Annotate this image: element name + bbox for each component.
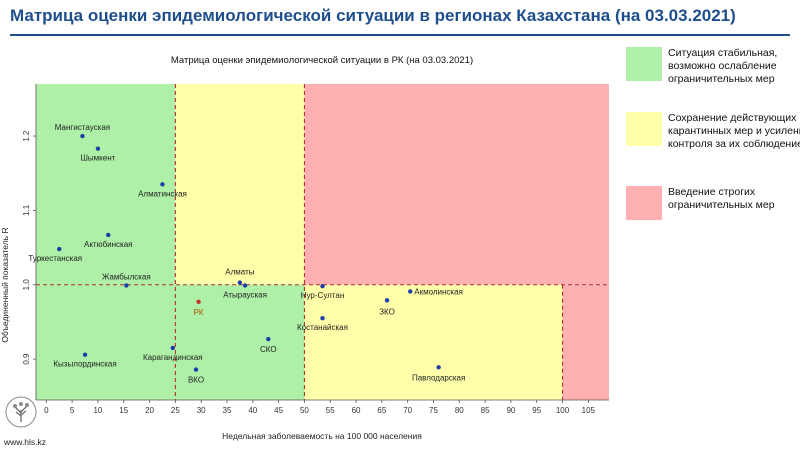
chart-area: Матрица оценки эпидемиологической ситуац… (0, 40, 615, 453)
x-tick-label: 70 (403, 406, 412, 415)
x-tick-label: 60 (352, 406, 361, 415)
zone-2 (304, 84, 609, 285)
data-point (242, 283, 248, 288)
data-point (196, 299, 201, 305)
data-point (82, 352, 88, 357)
points-layer: Мангистауская Шымкент Алматинская Актюбинск… (28, 123, 465, 384)
scatter-chart: Матрица оценки эпидемиологической ситуац… (0, 55, 609, 441)
y-tick-label: 1.0 (22, 279, 31, 291)
title-divider (10, 34, 790, 36)
x-tick-label: 100 (556, 406, 570, 415)
point-label: Жамбылская (102, 272, 151, 281)
x-tick-label: 35 (223, 406, 232, 415)
point-label: Алматинская (138, 189, 187, 198)
point-label: Карагандинская (143, 353, 203, 362)
point-label: Кызылординская (53, 360, 116, 369)
x-tick-label: 45 (274, 406, 283, 415)
x-tick-label: 80 (455, 406, 464, 415)
point-label: Атырауская (223, 290, 267, 299)
data-point (408, 289, 413, 294)
data-point (57, 246, 62, 252)
zone-0 (36, 84, 176, 285)
x-tick-label: 30 (197, 406, 206, 415)
data-point (436, 365, 441, 370)
zone-layer (36, 84, 609, 400)
y-axis-label: Объединенный показатель R (0, 227, 10, 342)
point-label: СКО (260, 345, 277, 354)
point-label: Актюбинская (84, 240, 133, 249)
x-tick-label: 25 (171, 406, 180, 415)
legend-text-strict: Введение строгих ограничительных мер (668, 186, 775, 211)
x-tick-label: 15 (119, 406, 128, 415)
data-point (237, 280, 243, 285)
data-point (80, 133, 85, 139)
x-tick-label: 20 (145, 406, 154, 415)
data-point (95, 146, 101, 151)
legend-text-control: Сохранение действующих карантинных мер и… (668, 112, 800, 150)
hls-logo-icon (5, 396, 37, 428)
slide-title: Матрица оценки эпидемиологической ситуац… (10, 6, 736, 25)
data-point (170, 345, 175, 351)
data-point (193, 367, 199, 372)
point-label: РК (194, 308, 204, 317)
data-point (106, 232, 111, 238)
zone-3 (36, 284, 305, 400)
data-point (124, 283, 129, 288)
legend-swatch-yellow (626, 112, 662, 146)
x-axis-label: Недельная заболеваемость на 100 000 насе… (222, 431, 422, 441)
y-tick-label: 1.1 (22, 204, 31, 216)
x-tick-label: 65 (377, 406, 386, 415)
legend-text-stable: Ситуация стабильная, возможно ослабление… (668, 47, 778, 85)
data-point (320, 284, 325, 289)
x-tick-label: 50 (300, 406, 309, 415)
axes-layer: 0 5 10 15 20 25 30 35 40 45 50 55 60 65 70 75 80 85 90 95 10… (22, 84, 609, 415)
legend-swatch-green (626, 47, 662, 81)
x-tick-label: 105 (582, 406, 596, 415)
data-point (384, 298, 390, 303)
zone-1 (175, 84, 305, 285)
x-tick-label: 40 (248, 406, 257, 415)
point-label: Акмолинская (414, 287, 463, 296)
point-label: Алматы (225, 268, 254, 277)
chart-title: Матрица оценки эпидемиологической ситуац… (171, 55, 473, 66)
point-label: Шымкент (81, 154, 116, 163)
point-label: Туркестанская (28, 254, 82, 263)
point-label: Мангистауская (55, 123, 110, 132)
legend-swatch-red (626, 186, 662, 220)
point-label: Костанайская (297, 323, 348, 332)
y-tick-label: 0.9 (22, 353, 31, 365)
threshold-layer (36, 84, 609, 400)
point-label: Павлодарская (412, 373, 465, 382)
zone-5 (562, 284, 609, 400)
point-label: Нур-Султан (301, 291, 345, 300)
x-tick-label: 95 (532, 406, 541, 415)
x-tick-label: 10 (93, 406, 102, 415)
x-tick-label: 5 (70, 406, 75, 415)
footer-url[interactable]: www.hls.kz (4, 437, 47, 447)
point-label: ВКО (188, 376, 204, 385)
x-tick-label: 90 (506, 406, 515, 415)
x-tick-label: 0 (44, 406, 49, 415)
x-tick-label: 75 (429, 406, 438, 415)
data-point (160, 182, 165, 187)
x-tick-label: 85 (481, 406, 490, 415)
zone-4 (304, 284, 563, 400)
data-point (320, 316, 325, 321)
point-label: ЗКО (379, 307, 395, 316)
data-point (266, 336, 271, 342)
y-tick-label: 1.2 (22, 130, 31, 142)
x-tick-label: 55 (326, 406, 335, 415)
